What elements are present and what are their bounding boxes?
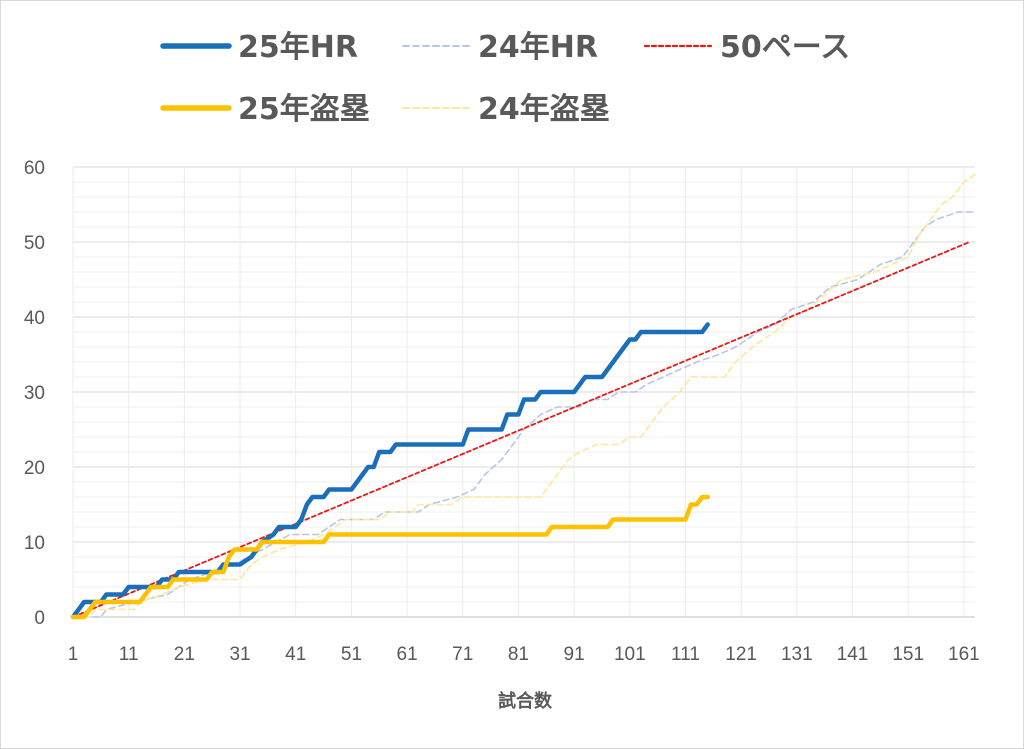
x-tick-label: 81 <box>508 644 529 665</box>
legend-label: 25年盗塁 <box>238 92 370 127</box>
x-tick-label: 151 <box>892 644 924 665</box>
x-tick-label: 131 <box>781 644 813 665</box>
series-line <box>70 322 710 620</box>
series-line <box>72 211 976 618</box>
x-tick-label: 91 <box>564 644 585 665</box>
x-tick-label: 31 <box>229 644 250 665</box>
legend-label: 24年盗塁 <box>478 92 610 127</box>
x-tick-label: 41 <box>285 644 306 665</box>
legend: 25年HR 24年HR 50ペース 25年盗塁 24年盗塁 <box>160 30 850 127</box>
x-axis-ticks: 1 11 21 31 41 51 61 71 81 91 101 111 121 131 141 151 161 <box>68 644 980 665</box>
y-tick-label: 10 <box>24 533 45 554</box>
x-tick-label: 11 <box>119 644 139 665</box>
x-tick-label: 101 <box>614 644 646 665</box>
series-lines <box>70 173 976 620</box>
y-tick-label: 0 <box>34 608 45 629</box>
legend-label: 24年HR <box>478 30 598 65</box>
series-line <box>70 494 710 620</box>
x-tick-label: 71 <box>452 644 473 665</box>
gridlines <box>72 166 975 618</box>
x-tick-label: 111 <box>671 644 700 665</box>
y-tick-label: 60 <box>24 158 45 179</box>
y-tick-label: 40 <box>24 308 45 329</box>
x-tick-label: 161 <box>948 644 980 665</box>
x-tick-label: 51 <box>341 644 362 665</box>
legend-label: 50ペース <box>720 30 850 65</box>
legend-item: 24年盗塁 <box>402 92 610 127</box>
legend-item: 24年HR <box>402 30 598 65</box>
x-tick-label: 1 <box>68 644 79 665</box>
series-line <box>72 241 971 618</box>
legend-item: 25年盗塁 <box>160 92 370 127</box>
y-tick-label: 20 <box>24 458 45 479</box>
legend-label: 25年HR <box>238 30 358 65</box>
y-tick-label: 30 <box>24 383 45 404</box>
y-axis-ticks: 0 10 20 30 40 50 60 <box>24 158 45 629</box>
x-tick-label: 121 <box>725 644 757 665</box>
legend-item: 25年HR <box>160 30 358 65</box>
series-line <box>72 173 976 618</box>
legend-item: 50ペース <box>643 30 850 65</box>
x-axis-title: 試合数 <box>498 690 553 712</box>
x-tick-label: 141 <box>837 644 869 665</box>
x-tick-label: 21 <box>174 644 195 665</box>
x-tick-label: 61 <box>397 644 418 665</box>
y-tick-label: 50 <box>24 233 45 254</box>
